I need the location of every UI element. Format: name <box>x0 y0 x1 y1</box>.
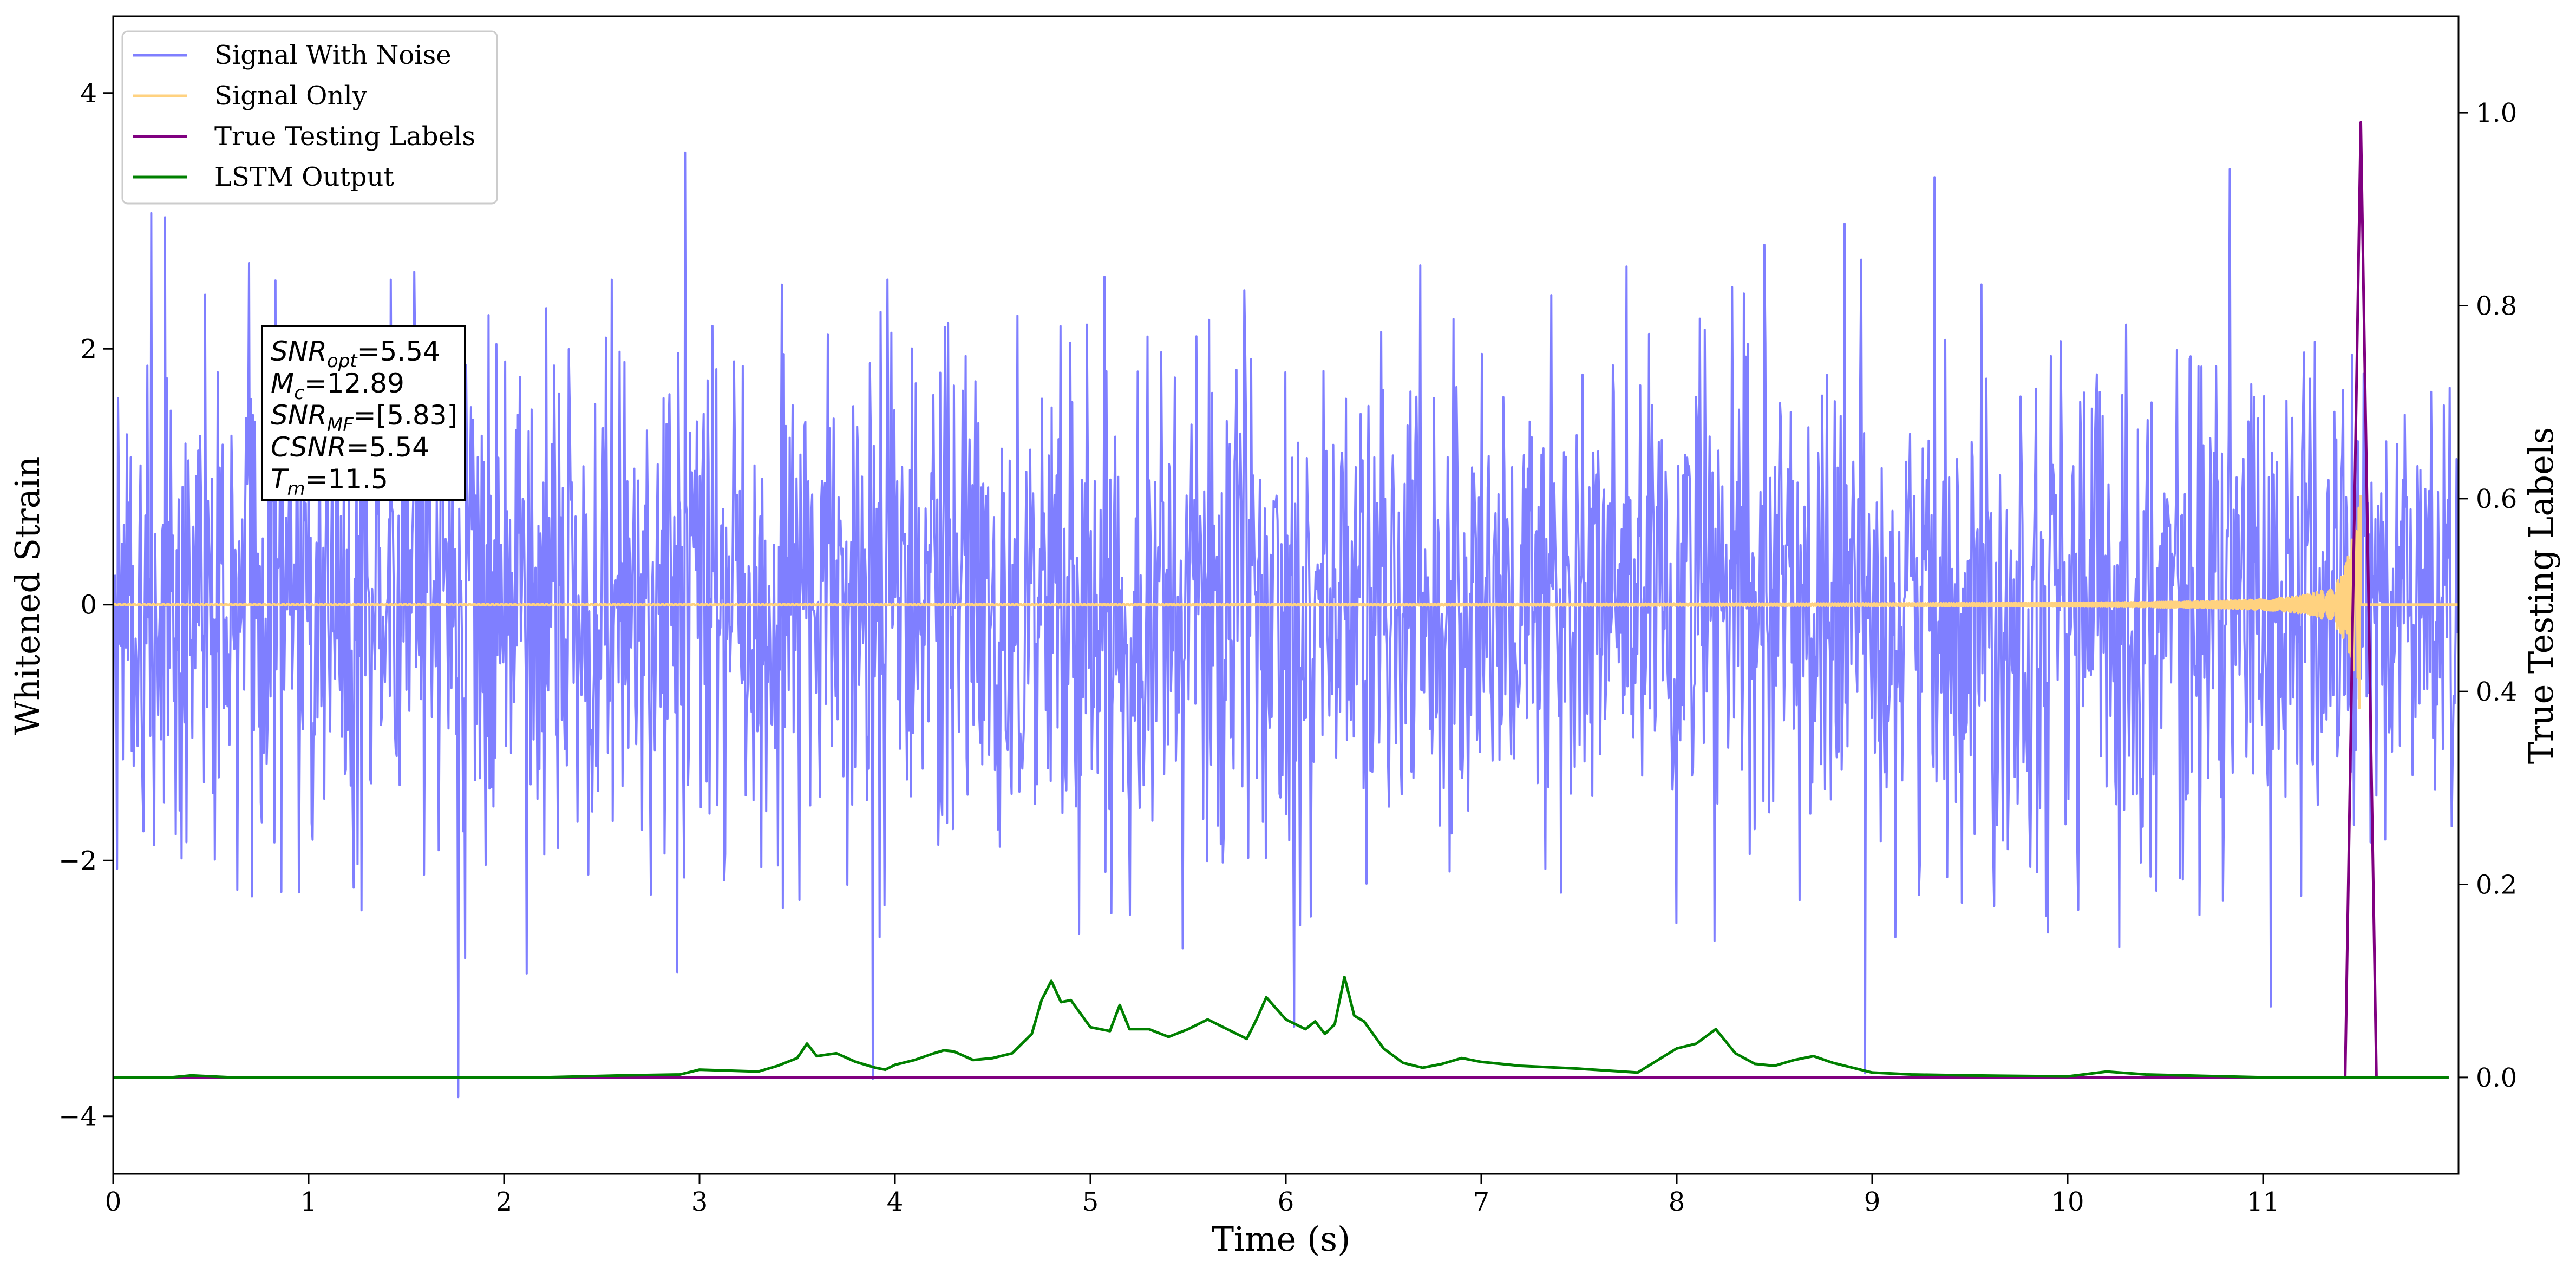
legend: Signal With Noise Signal Only True Testing… <box>121 30 498 205</box>
x-tick-label-9: 9 <box>1864 1187 1881 1217</box>
x-tick-label-3: 3 <box>691 1187 708 1217</box>
x-tick-label-10: 10 <box>2051 1187 2084 1217</box>
legend-label-1: Signal With Noise <box>214 40 452 70</box>
y-left-tick-label-3: −2 <box>58 846 97 876</box>
legend-frame <box>121 30 498 205</box>
series-line-1 <box>113 151 2459 1099</box>
y-left-tick-label-2: 0 <box>80 590 97 620</box>
x-tick-label-6: 6 <box>1278 1187 1294 1217</box>
y-right-tick-label-4: 0.2 <box>2476 870 2517 900</box>
info-line-3: SNRMF=[5.83] <box>271 400 457 436</box>
info-line-2: Mc=12.89 <box>271 368 404 404</box>
legend-label-4: LSTM Output <box>214 162 394 192</box>
info-box-frame <box>261 325 466 501</box>
x-tick-label-4: 4 <box>887 1187 904 1217</box>
y-axis-left-title: Whitened Strain <box>8 456 47 735</box>
info-line-5: Tm=11.5 <box>271 463 388 500</box>
y-left-tick-label-0: 4 <box>80 79 97 109</box>
y-right-tick-label-5: 0.0 <box>2476 1063 2517 1093</box>
series-layer <box>113 121 2459 1099</box>
x-axis-title: Time (s) <box>1212 1219 1351 1259</box>
x-tick-label-2: 2 <box>496 1187 513 1217</box>
x-tick-label-0: 0 <box>105 1187 122 1217</box>
y-right-tick-label-3: 0.4 <box>2476 677 2517 707</box>
legend-label-3: True Testing Labels <box>214 121 475 152</box>
x-tick-label-1: 1 <box>300 1187 317 1217</box>
series-line-2 <box>113 495 2459 709</box>
info-line-1: SNRopt=5.54 <box>271 336 440 372</box>
y-right-tick-label-0: 1.0 <box>2476 98 2517 128</box>
y-right-tick-label-1: 0.8 <box>2476 291 2517 322</box>
series-line-4 <box>113 976 2449 1079</box>
legend-label-2: Signal Only <box>214 81 367 111</box>
x-tick-label-7: 7 <box>1473 1187 1490 1217</box>
y-axis-right-title: True Testing Labels <box>2521 427 2561 765</box>
y-right-tick-label-2: 0.6 <box>2476 484 2517 514</box>
x-tick-label-5: 5 <box>1082 1187 1099 1217</box>
x-tick-label-11: 11 <box>2246 1187 2279 1217</box>
axis-layer: 0 1 2 3 4 5 6 7 8 9 10 11 4 2 0 −2 −4 1.0 0.8 0.6 0.4 0.2 0.0 <box>58 79 2517 1217</box>
x-tick-label-8: 8 <box>1669 1187 1685 1217</box>
y-left-tick-label-1: 2 <box>80 334 97 364</box>
info-line-4: CSNR=5.54 <box>271 432 429 463</box>
y-left-tick-label-4: −4 <box>58 1102 97 1132</box>
info-box: SNRopt=5.54Mc=12.89SNRMF=[5.83]CSNR=5.54… <box>261 325 466 501</box>
